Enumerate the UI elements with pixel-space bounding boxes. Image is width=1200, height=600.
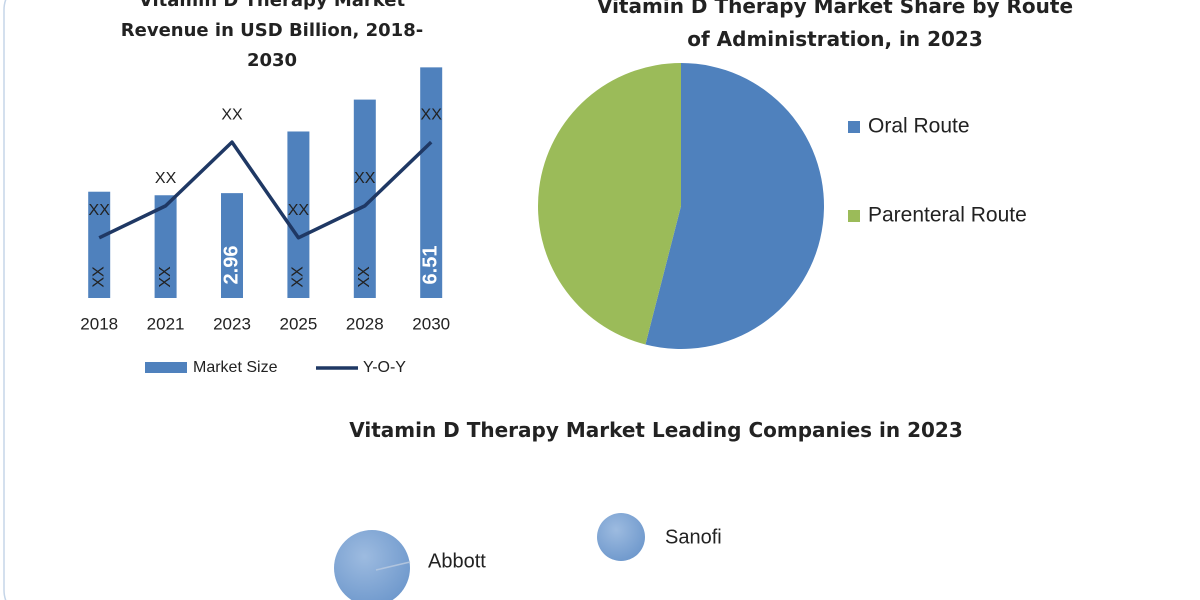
frame (3, 0, 7, 600)
data-label: XX (221, 106, 243, 123)
data-label: XX (89, 202, 111, 219)
data-label: 6.51 (419, 246, 441, 285)
legend-label: Y-O-Y (363, 359, 406, 376)
data-label: XX (155, 170, 177, 187)
legend-label: Parenteral Route (868, 204, 1027, 227)
data-label: XX (288, 202, 310, 219)
leader-line (375, 561, 411, 571)
x-tick-label: 2025 (279, 314, 317, 333)
data-label: XX (421, 106, 443, 123)
data-label: XX (354, 170, 376, 187)
legend-swatch (848, 210, 860, 222)
legend-swatch (145, 362, 187, 373)
bubble (597, 513, 645, 561)
data-label: XX (356, 266, 373, 288)
data-label: 2.96 (220, 246, 242, 285)
bar (88, 191, 111, 298)
x-tick-label: 2030 (412, 314, 450, 333)
chart-title: Vitamin D Therapy Market Share by Route … (596, 0, 1074, 51)
x-tick-label: 2018 (80, 314, 118, 333)
x-tick-label: 2028 (346, 314, 384, 333)
company-label: Sanofi (665, 526, 722, 548)
data-label: XX (157, 266, 174, 288)
bar (420, 67, 443, 298)
data-label: XX (290, 266, 307, 288)
bar (353, 99, 376, 298)
pie-slice (645, 63, 825, 349)
bar (154, 195, 177, 298)
bar (287, 131, 310, 298)
data-label: XX (90, 266, 107, 288)
pie-slice (538, 62, 681, 345)
legend-label: Market Size (193, 359, 278, 376)
bubble (334, 530, 410, 600)
x-tick-label: 2023 (213, 314, 251, 333)
legend-swatch (848, 121, 860, 133)
bar (221, 193, 243, 298)
company-label: Abbott (428, 550, 486, 572)
legend-label: Oral Route (868, 115, 970, 138)
line (98, 140, 433, 240)
chart-title: Vitamin D Therapy Market Leading Compani… (349, 418, 963, 442)
chart-title: Vitamin D Therapy Market Revenue in USD … (120, 0, 424, 71)
x-tick-label: 2021 (147, 314, 185, 333)
